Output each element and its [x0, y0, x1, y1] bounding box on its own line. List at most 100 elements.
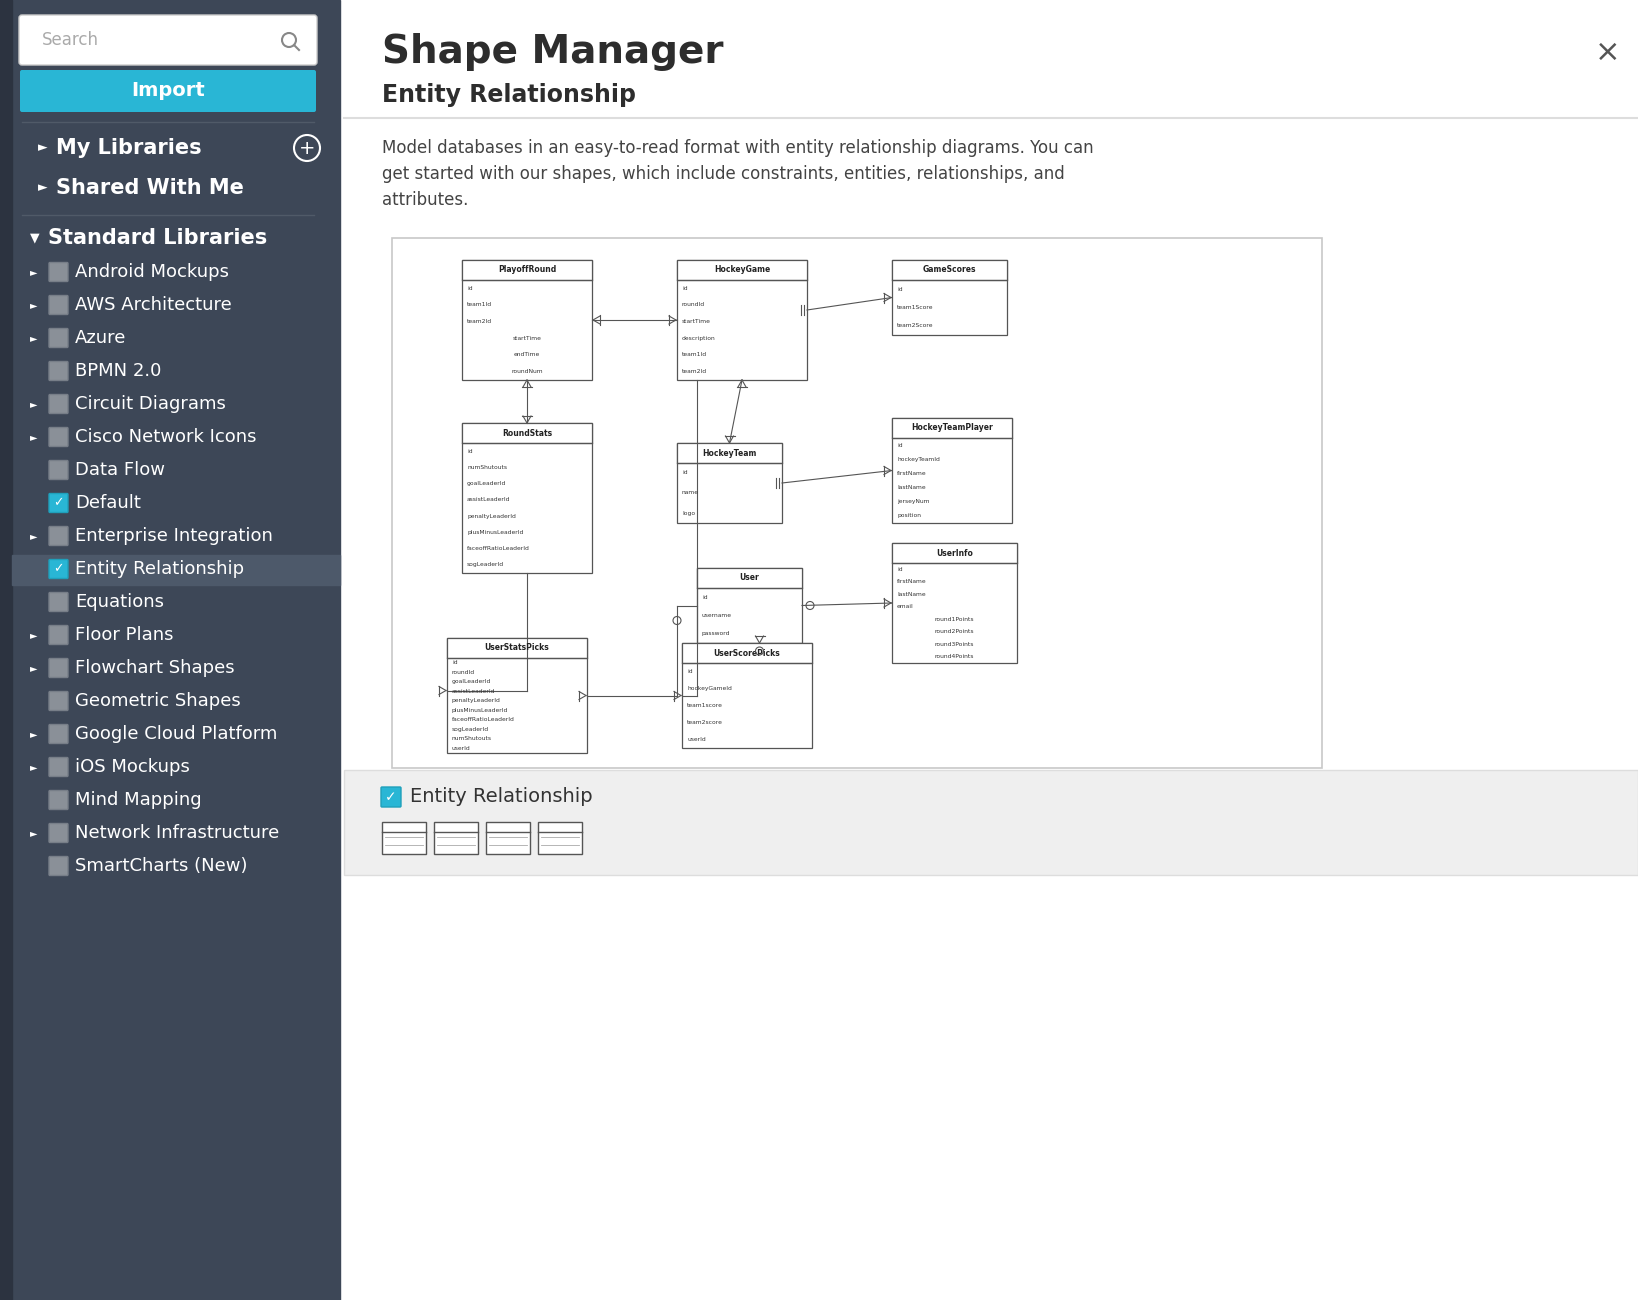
Text: HockeyTeamPlayer: HockeyTeamPlayer — [911, 424, 993, 433]
Bar — [11, 555, 341, 585]
FancyBboxPatch shape — [49, 692, 69, 711]
Text: ✓: ✓ — [54, 563, 64, 576]
Text: userId: userId — [452, 746, 470, 751]
Text: Shape Manager: Shape Manager — [382, 32, 724, 72]
Text: Default: Default — [75, 494, 141, 512]
Text: plusMinusLeaderId: plusMinusLeaderId — [452, 707, 508, 712]
Text: Floor Plans: Floor Plans — [75, 627, 174, 644]
Bar — [537, 822, 581, 854]
Text: id: id — [681, 471, 688, 476]
Text: ×: × — [1595, 38, 1620, 66]
Text: round2Points: round2Points — [935, 629, 975, 634]
Text: team1Id: team1Id — [681, 352, 708, 358]
Text: ►: ► — [29, 432, 38, 442]
Bar — [462, 260, 591, 380]
Text: password: password — [703, 632, 731, 636]
Bar — [676, 260, 808, 380]
Text: PlayoffRound: PlayoffRound — [498, 265, 557, 274]
Text: round1Points: round1Points — [935, 616, 975, 621]
FancyBboxPatch shape — [49, 659, 69, 677]
Text: position: position — [898, 514, 921, 519]
Text: Flowchart Shapes: Flowchart Shapes — [75, 659, 234, 677]
FancyBboxPatch shape — [49, 494, 69, 512]
FancyBboxPatch shape — [49, 263, 69, 282]
Text: roundId: roundId — [681, 303, 704, 308]
Text: team2score: team2score — [686, 720, 722, 725]
FancyBboxPatch shape — [49, 559, 69, 578]
FancyBboxPatch shape — [20, 70, 316, 112]
Text: ►: ► — [38, 142, 48, 155]
Text: AWS Architecture: AWS Architecture — [75, 296, 231, 315]
FancyBboxPatch shape — [49, 295, 69, 315]
Bar — [893, 543, 1017, 663]
Text: assistLeaderId: assistLeaderId — [452, 689, 496, 694]
Text: id: id — [467, 448, 473, 454]
Text: ►: ► — [29, 300, 38, 309]
Text: UserStatsPicks: UserStatsPicks — [485, 644, 549, 653]
FancyBboxPatch shape — [382, 786, 401, 807]
FancyBboxPatch shape — [49, 460, 69, 480]
Text: Search: Search — [43, 31, 98, 49]
Text: team2Score: team2Score — [898, 324, 934, 329]
Text: ▼: ▼ — [29, 231, 39, 244]
Text: BPMN 2.0: BPMN 2.0 — [75, 361, 162, 380]
Bar — [893, 260, 1007, 335]
Bar — [462, 260, 591, 280]
Text: ►: ► — [29, 266, 38, 277]
Bar — [698, 568, 803, 588]
Text: numShutouts: numShutouts — [452, 736, 491, 741]
Text: team1Score: team1Score — [898, 306, 934, 309]
Text: ✓: ✓ — [54, 497, 64, 510]
Text: startTime: startTime — [681, 320, 711, 324]
FancyBboxPatch shape — [20, 16, 318, 65]
FancyBboxPatch shape — [49, 790, 69, 810]
Text: GameScores: GameScores — [922, 265, 976, 274]
Text: hockeyGameId: hockeyGameId — [686, 686, 732, 692]
Bar — [382, 822, 426, 854]
FancyBboxPatch shape — [49, 758, 69, 776]
Text: Standard Libraries: Standard Libraries — [48, 227, 267, 248]
Text: Entity Relationship: Entity Relationship — [382, 83, 636, 107]
Text: description: description — [681, 335, 716, 341]
Bar — [681, 644, 812, 663]
Text: team2Id: team2Id — [467, 320, 491, 324]
Text: plusMinusLeaderId: plusMinusLeaderId — [467, 530, 524, 534]
Bar — [486, 822, 531, 854]
Text: ✓: ✓ — [385, 790, 396, 803]
Text: userId: userId — [686, 737, 706, 742]
Bar — [447, 638, 586, 753]
Bar — [434, 822, 478, 854]
Text: ►: ► — [29, 762, 38, 772]
Text: ►: ► — [29, 530, 38, 541]
Bar — [676, 260, 808, 280]
Text: assistLeaderId: assistLeaderId — [467, 498, 511, 502]
Text: User: User — [740, 573, 760, 582]
Bar — [344, 0, 1638, 1300]
Text: Model databases in an easy-to-read format with entity relationship diagrams. You: Model databases in an easy-to-read forma… — [382, 139, 1094, 157]
Text: team2Id: team2Id — [681, 369, 708, 374]
Bar — [681, 644, 812, 748]
Text: HockeyTeam: HockeyTeam — [703, 448, 757, 458]
Text: SmartCharts (New): SmartCharts (New) — [75, 857, 247, 875]
Text: sogLeaderId: sogLeaderId — [452, 727, 490, 732]
Text: faceoffRatioLeaderId: faceoffRatioLeaderId — [467, 546, 529, 551]
Text: Entity Relationship: Entity Relationship — [75, 560, 244, 578]
Bar — [462, 422, 591, 573]
Bar — [893, 419, 1012, 438]
Text: team1score: team1score — [686, 703, 722, 709]
Text: penaltyLeaderId: penaltyLeaderId — [452, 698, 501, 703]
Text: iOS Mockups: iOS Mockups — [75, 758, 190, 776]
Text: Import: Import — [131, 82, 205, 100]
Bar — [391, 238, 1322, 768]
Bar — [893, 419, 1012, 523]
Text: UserInfo: UserInfo — [935, 549, 973, 558]
Text: Data Flow: Data Flow — [75, 462, 165, 478]
Bar — [447, 638, 586, 658]
Text: HockeyGame: HockeyGame — [714, 265, 770, 274]
Text: Android Mockups: Android Mockups — [75, 263, 229, 281]
FancyBboxPatch shape — [49, 625, 69, 645]
Text: id: id — [898, 567, 903, 572]
Text: get started with our shapes, which include constraints, entities, relationships,: get started with our shapes, which inclu… — [382, 165, 1065, 183]
Text: round4Points: round4Points — [935, 654, 975, 659]
Text: id: id — [898, 442, 903, 447]
